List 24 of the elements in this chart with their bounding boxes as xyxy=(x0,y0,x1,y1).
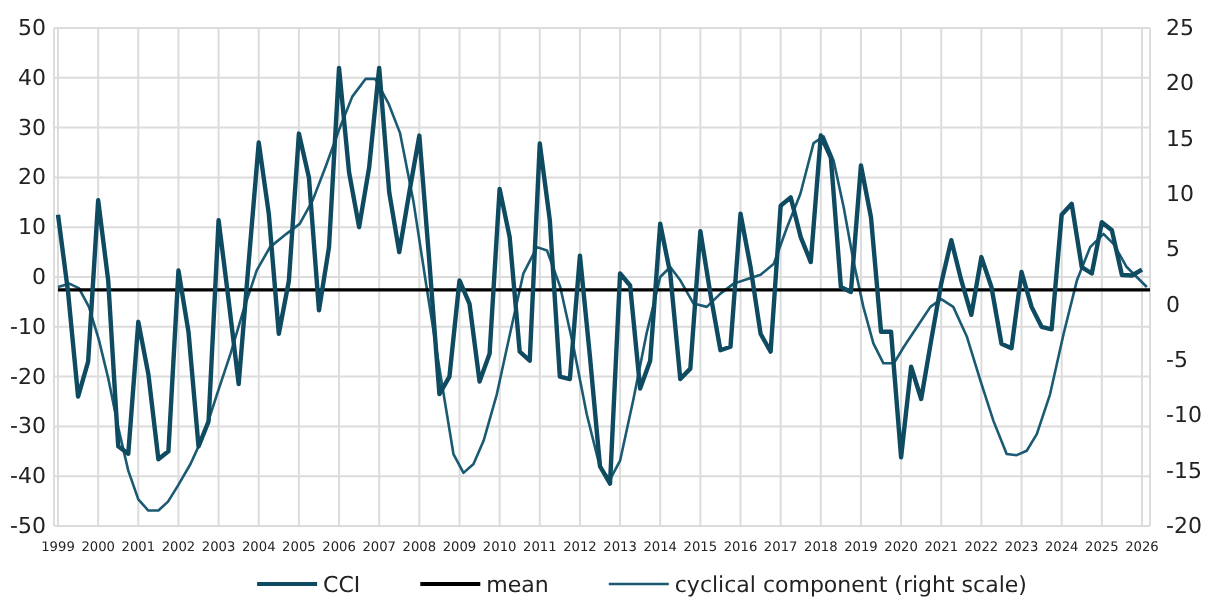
legend-label: cyclical component (right scale) xyxy=(674,572,1027,598)
y-tick-label: -40 xyxy=(10,463,46,490)
y-tick-label: -50 xyxy=(10,513,46,540)
legend-label: mean xyxy=(486,572,549,598)
y-tick-label: 20 xyxy=(18,164,46,191)
y-tick-label: 10 xyxy=(18,214,46,241)
y-tick-label: 40 xyxy=(18,64,46,91)
y2-tick-label: 15 xyxy=(1166,125,1194,152)
y2-tick-label: -5 xyxy=(1166,347,1188,374)
y2-tick-label: -15 xyxy=(1166,457,1202,484)
y-tick-label: 0 xyxy=(32,264,46,291)
y-tick-label: -20 xyxy=(10,363,46,390)
y-tick-label: 50 xyxy=(18,15,46,42)
y2-tick-label: -20 xyxy=(1166,513,1202,540)
y2-tick-label: 0 xyxy=(1166,291,1180,318)
legend-label: CCI xyxy=(323,572,361,598)
y-tick-label: 30 xyxy=(18,114,46,141)
y2-tick-label: 20 xyxy=(1166,70,1194,97)
y2-tick-label: 25 xyxy=(1166,15,1194,42)
y2-tick-label: -10 xyxy=(1166,402,1202,429)
y2-tick-label: 10 xyxy=(1166,181,1194,208)
y-tick-label: -30 xyxy=(10,413,46,440)
y-tick-label: -10 xyxy=(10,313,46,340)
y2-tick-label: 5 xyxy=(1166,236,1180,263)
